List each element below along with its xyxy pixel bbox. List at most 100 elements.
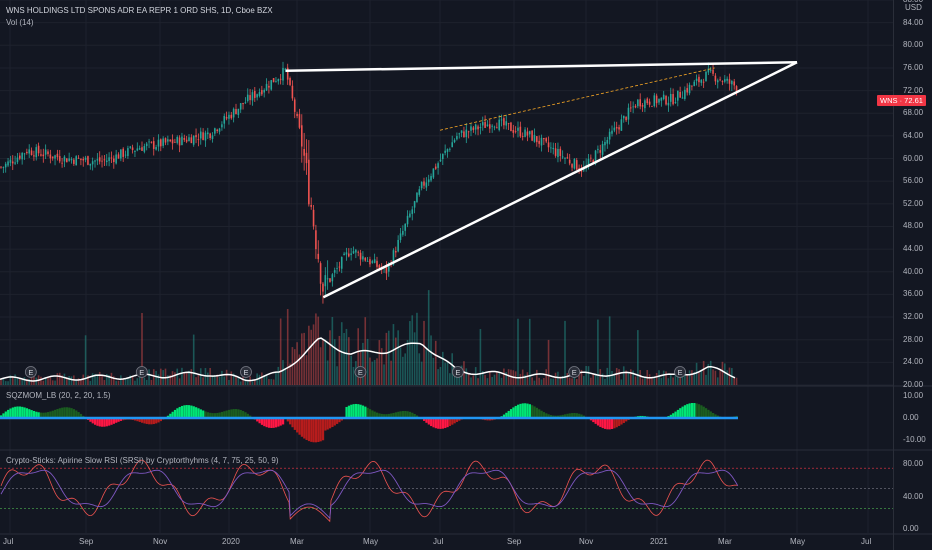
volume-bar	[275, 372, 277, 385]
volume-bar	[239, 381, 242, 385]
squeeze-bar	[148, 418, 151, 425]
volume-bar	[545, 369, 547, 385]
candle-body	[611, 130, 613, 134]
squeeze-bar	[56, 409, 59, 418]
squeeze-bar	[695, 403, 698, 418]
volume-bar	[131, 375, 134, 385]
volume-bar	[620, 379, 623, 385]
squeeze-bar	[387, 413, 390, 418]
candle-body	[420, 181, 423, 189]
volume-bar	[705, 374, 707, 385]
rsi-tick-label: 80.00	[903, 459, 924, 469]
squeeze-bar	[368, 409, 372, 418]
volume-bar	[540, 379, 543, 385]
volume-bar	[284, 368, 287, 385]
candle-body	[630, 107, 632, 109]
volume-bar	[301, 333, 303, 385]
grid-lines	[0, 0, 893, 533]
squeeze-bar	[336, 418, 339, 424]
volume-bar	[192, 334, 195, 385]
candle-body	[228, 114, 230, 119]
squeeze-bar	[192, 406, 195, 418]
volume-bar	[84, 335, 87, 385]
squeeze-bar	[61, 407, 64, 418]
volume-bar	[665, 371, 667, 385]
volume-bar	[611, 370, 613, 385]
squeeze-bar	[681, 406, 684, 418]
volume-bar	[174, 372, 176, 385]
candle-body	[669, 93, 672, 102]
candle-body	[695, 78, 698, 81]
candle-body	[634, 105, 637, 108]
candle-body	[143, 146, 146, 152]
volume-bar	[672, 377, 674, 385]
candle-body	[286, 67, 289, 80]
squeeze-bar	[625, 418, 628, 422]
squeeze-bar	[242, 410, 245, 418]
squeeze-bar	[446, 418, 449, 428]
earnings-marker-label: E	[455, 368, 460, 377]
volume-bar	[254, 379, 256, 385]
volume-bar	[383, 364, 385, 385]
candle-body	[519, 126, 522, 137]
candle-body	[496, 127, 498, 129]
squeeze-bar	[535, 407, 538, 418]
volume-bar	[362, 342, 364, 385]
volume-bar	[77, 378, 80, 385]
candle-body	[531, 130, 533, 141]
candle-body	[235, 109, 237, 115]
volume-bar	[380, 348, 383, 385]
squeeze-bar	[300, 418, 303, 437]
squeeze-bar	[110, 418, 113, 425]
candle-body	[244, 102, 247, 104]
candle-body	[672, 94, 674, 105]
candle-body	[308, 159, 310, 205]
squeeze-bar	[197, 408, 200, 418]
volume-bar	[91, 373, 94, 385]
candle-body	[157, 139, 160, 147]
squeeze-tick-label: 10.00	[903, 390, 924, 400]
volume-bar	[585, 365, 587, 385]
volume-bar	[392, 324, 395, 385]
squeeze-bar	[321, 418, 325, 441]
candle-body	[728, 79, 731, 84]
volume-bar	[235, 375, 237, 385]
candle-body	[571, 164, 573, 168]
volume-bar	[155, 370, 157, 385]
candle-body	[411, 209, 414, 214]
volume-bar	[526, 372, 529, 385]
candle-body	[500, 119, 503, 121]
candle-body	[430, 176, 432, 181]
volume-bar	[601, 373, 604, 385]
candle-body	[606, 140, 609, 144]
candle-body	[2, 166, 5, 168]
candle-body	[336, 268, 338, 270]
volume-bar	[608, 316, 611, 385]
time-tick-label: 2020	[222, 537, 240, 546]
squeeze-bar	[545, 413, 548, 418]
candle-body	[225, 116, 228, 119]
volume-bar	[145, 379, 148, 385]
volume-bar	[26, 378, 28, 385]
squeeze-bar	[326, 418, 329, 430]
candle-body	[691, 85, 693, 87]
price-tick-label: 84.00	[903, 17, 924, 27]
candle-body	[190, 137, 193, 144]
volume-bar	[554, 372, 557, 385]
candle-body	[709, 69, 712, 71]
candle-body	[270, 80, 273, 90]
candle-body	[152, 141, 155, 149]
volume-bar	[298, 354, 301, 385]
time-tick-label: Nov	[579, 537, 594, 546]
candle-body	[254, 90, 256, 98]
time-tick-label: May	[790, 537, 806, 546]
rsi-tick-label: 40.00	[903, 491, 924, 501]
price-tick-label: 64.00	[903, 130, 924, 140]
volume-bar	[641, 378, 644, 385]
squeeze-bar	[37, 412, 40, 418]
candle-body	[28, 149, 30, 154]
candle-body	[453, 139, 456, 143]
squeeze-bar	[502, 414, 506, 418]
squeeze-bar	[329, 418, 332, 429]
